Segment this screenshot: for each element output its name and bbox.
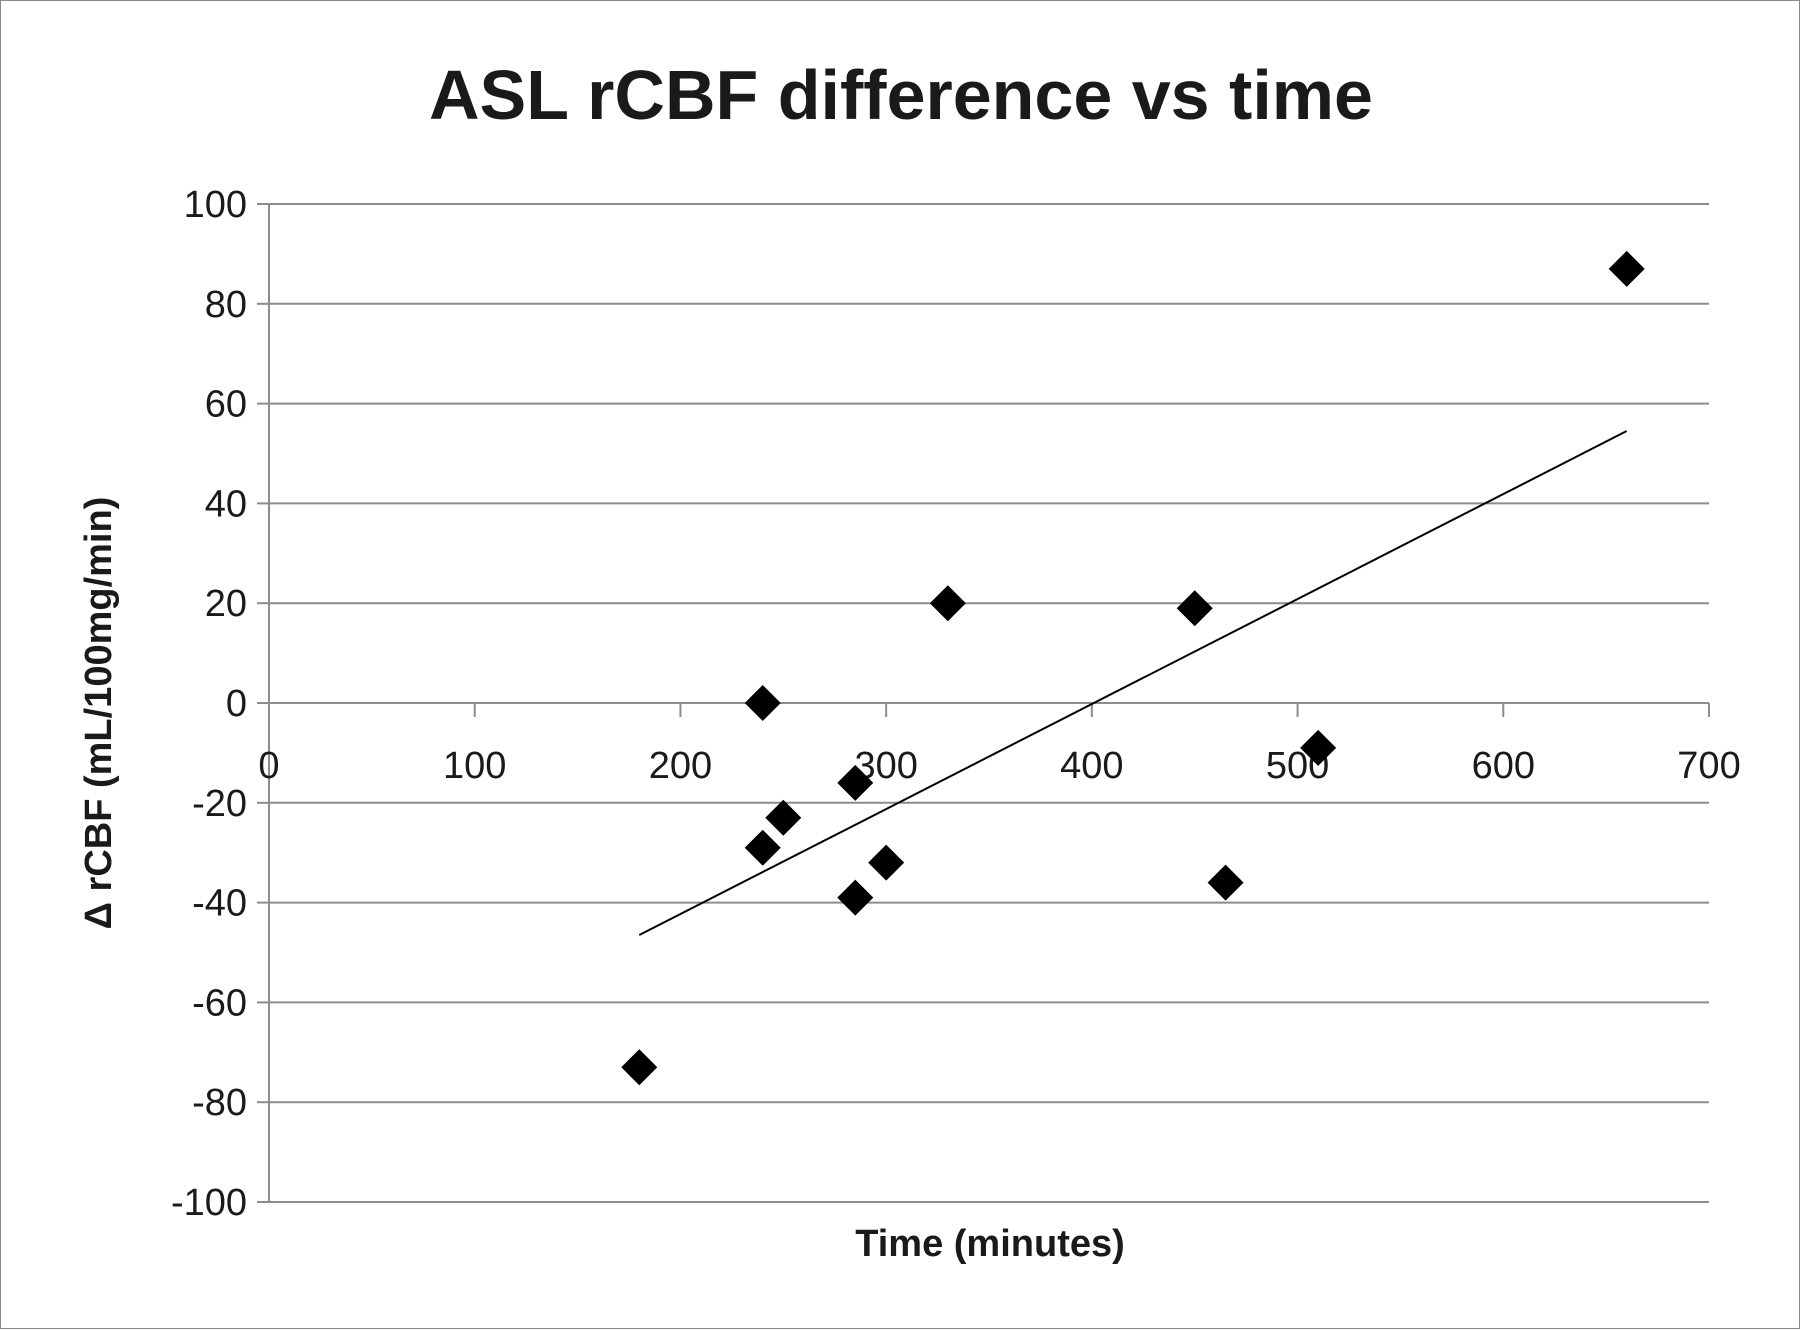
y-tick-labels: 100 80 60 40 20 0 -20 -40 -60 -80 -100 [171,184,247,1224]
data-point-marker [744,829,781,866]
y-tick-label: 40 [205,483,247,525]
x-tick-label: 100 [443,745,506,787]
x-tick-label: 200 [649,745,712,787]
data-point-marker [765,799,802,836]
y-tick-label: 100 [184,184,247,226]
data-point-marker [1608,250,1645,287]
x-axis-title: Time (minutes) [855,1223,1125,1265]
x-tick-label: 0 [258,745,279,787]
data-points [621,250,1645,1086]
y-tick-label: 80 [205,284,247,326]
y-tick-label: -40 [192,883,247,925]
y-tick-label: 60 [205,384,247,426]
x-tick-label: 700 [1677,745,1740,787]
data-point-marker [1176,590,1213,627]
x-tick-label: 600 [1472,745,1535,787]
grid-lines [269,203,1709,1203]
y-tick-label: -20 [192,783,247,825]
axes [257,203,1710,1203]
y-tick-label: 0 [226,683,247,725]
data-point-marker [837,764,874,801]
y-tick-label: -80 [192,1082,247,1124]
y-tick-label: -60 [192,982,247,1024]
data-point-marker [929,585,966,622]
trendline-group [638,430,1628,936]
data-point-marker [744,685,781,721]
y-tick-label: 20 [205,583,247,625]
trendline [638,430,1628,936]
data-point-marker [868,844,905,881]
x-tick-label: 400 [1060,745,1123,787]
y-axis-title: Δ rCBF (mL/100mg/min) [78,497,120,930]
data-point-marker [1207,864,1244,901]
data-point-marker [1300,729,1337,766]
chart-title: ASL rCBF difference vs time [429,56,1373,134]
y-tick-label: -100 [171,1182,247,1224]
data-point-marker [837,879,874,916]
data-point-marker [621,1049,658,1086]
